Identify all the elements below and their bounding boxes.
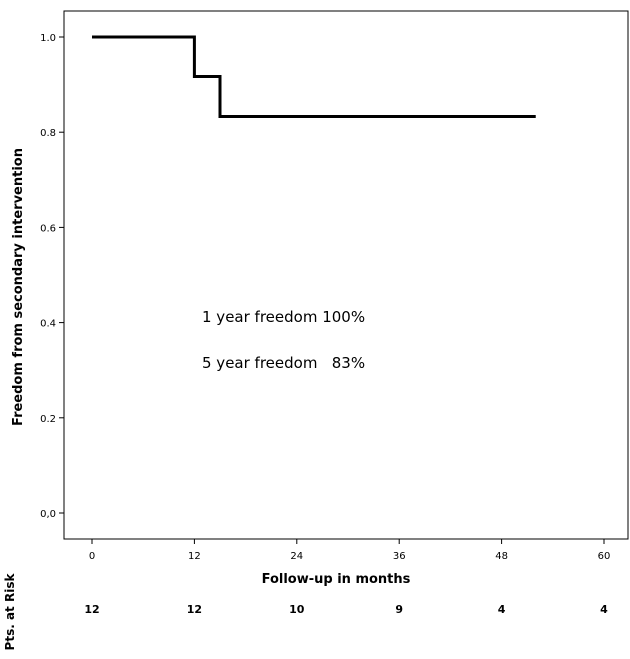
y-tick-label: 0.6 bbox=[40, 223, 56, 234]
y-tick-label: 0.8 bbox=[40, 128, 56, 139]
x-tick-label: 48 bbox=[495, 551, 508, 562]
y-tick-label: 0,0 bbox=[40, 509, 56, 520]
y-tick-label: 0.2 bbox=[40, 414, 56, 425]
risk-value: 10 bbox=[289, 603, 305, 616]
y-axis-ticks: 0,0 0.2 0.4 0.6 0.8 1.0 bbox=[40, 33, 64, 520]
risk-value: 4 bbox=[600, 603, 608, 616]
y-tick-label: 1.0 bbox=[40, 33, 56, 44]
x-tick-label: 24 bbox=[290, 551, 303, 562]
annotation-1-year: 1 year freedom 100% bbox=[202, 308, 365, 326]
x-tick-label: 60 bbox=[598, 551, 611, 562]
x-tick-label: 12 bbox=[188, 551, 201, 562]
risk-value: 12 bbox=[84, 603, 99, 616]
survival-curve-group bbox=[92, 35, 536, 118]
x-tick-label: 0 bbox=[89, 551, 95, 562]
x-axis-label: Follow-up in months bbox=[262, 572, 411, 587]
risk-value: 9 bbox=[395, 603, 403, 616]
risk-value: 12 bbox=[187, 603, 202, 616]
x-tick-label: 36 bbox=[393, 551, 406, 562]
annotation-5-year: 5 year freedom 83% bbox=[202, 354, 365, 372]
x-axis-ticks: 0 12 24 36 48 60 bbox=[89, 539, 611, 562]
risk-value: 4 bbox=[498, 603, 506, 616]
risk-table-values: 12 12 10 9 4 4 bbox=[84, 603, 608, 616]
risk-table-label: Pts. at Risk bbox=[3, 573, 17, 651]
survival-curve-line bbox=[92, 35, 536, 118]
y-axis-label: Freedom from secondary intervention bbox=[11, 148, 26, 426]
plot-frame bbox=[63, 10, 629, 540]
y-tick-label: 0.4 bbox=[40, 319, 56, 330]
